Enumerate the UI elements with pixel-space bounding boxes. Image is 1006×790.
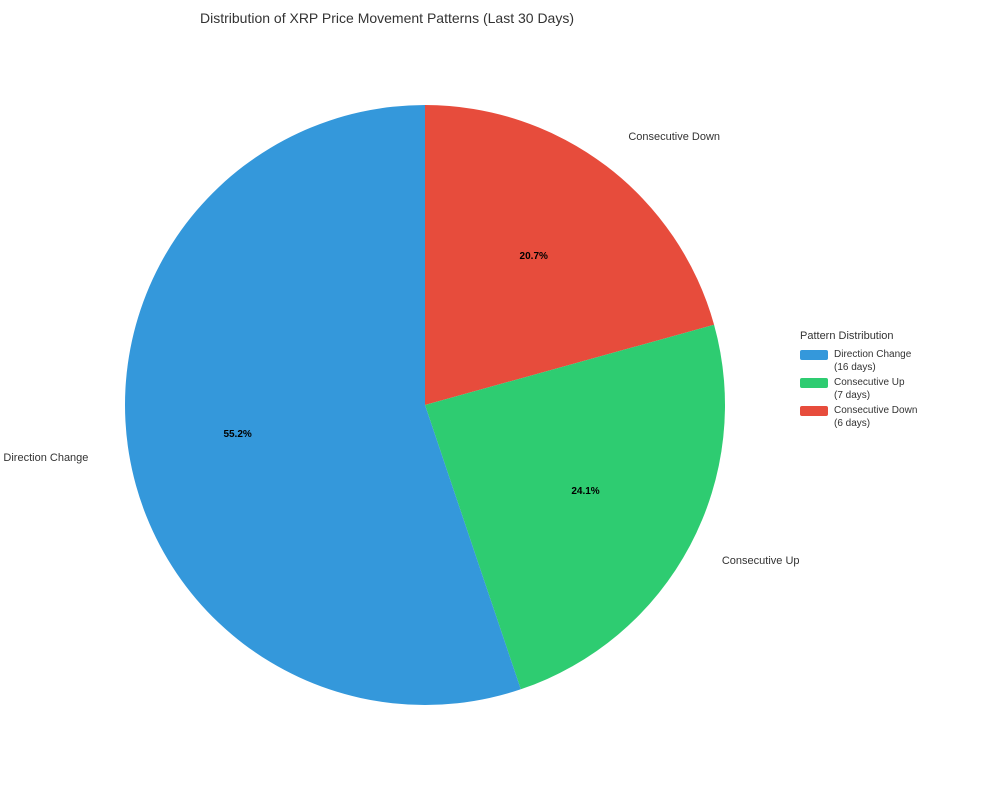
chart-title: Distribution of XRP Price Movement Patte… xyxy=(200,10,574,26)
pie-chart-container: Distribution of XRP Price Movement Patte… xyxy=(0,0,1006,790)
legend-text: Direction Change (16 days) xyxy=(834,348,911,374)
legend-swatch xyxy=(800,378,828,388)
legend-item: Consecutive Up (7 days) xyxy=(800,376,917,402)
legend-item: Direction Change (16 days) xyxy=(800,348,917,374)
legend-swatch xyxy=(800,350,828,360)
slice-label: Consecutive Up xyxy=(722,555,800,567)
pct-label: 55.2% xyxy=(223,429,251,440)
slice-label: Consecutive Down xyxy=(628,131,720,143)
legend-title: Pattern Distribution xyxy=(800,330,917,342)
legend-item: Consecutive Down (6 days) xyxy=(800,404,917,430)
pie-svg xyxy=(100,80,750,730)
pct-label: 24.1% xyxy=(571,486,599,497)
slice-label: Direction Change xyxy=(3,452,88,464)
pct-label: 20.7% xyxy=(520,251,548,262)
legend-swatch xyxy=(800,406,828,416)
legend: Pattern Distribution Direction Change (1… xyxy=(800,330,917,432)
legend-text: Consecutive Up (7 days) xyxy=(834,376,905,402)
legend-text: Consecutive Down (6 days) xyxy=(834,404,917,430)
legend-items: Direction Change (16 days)Consecutive Up… xyxy=(800,348,917,430)
